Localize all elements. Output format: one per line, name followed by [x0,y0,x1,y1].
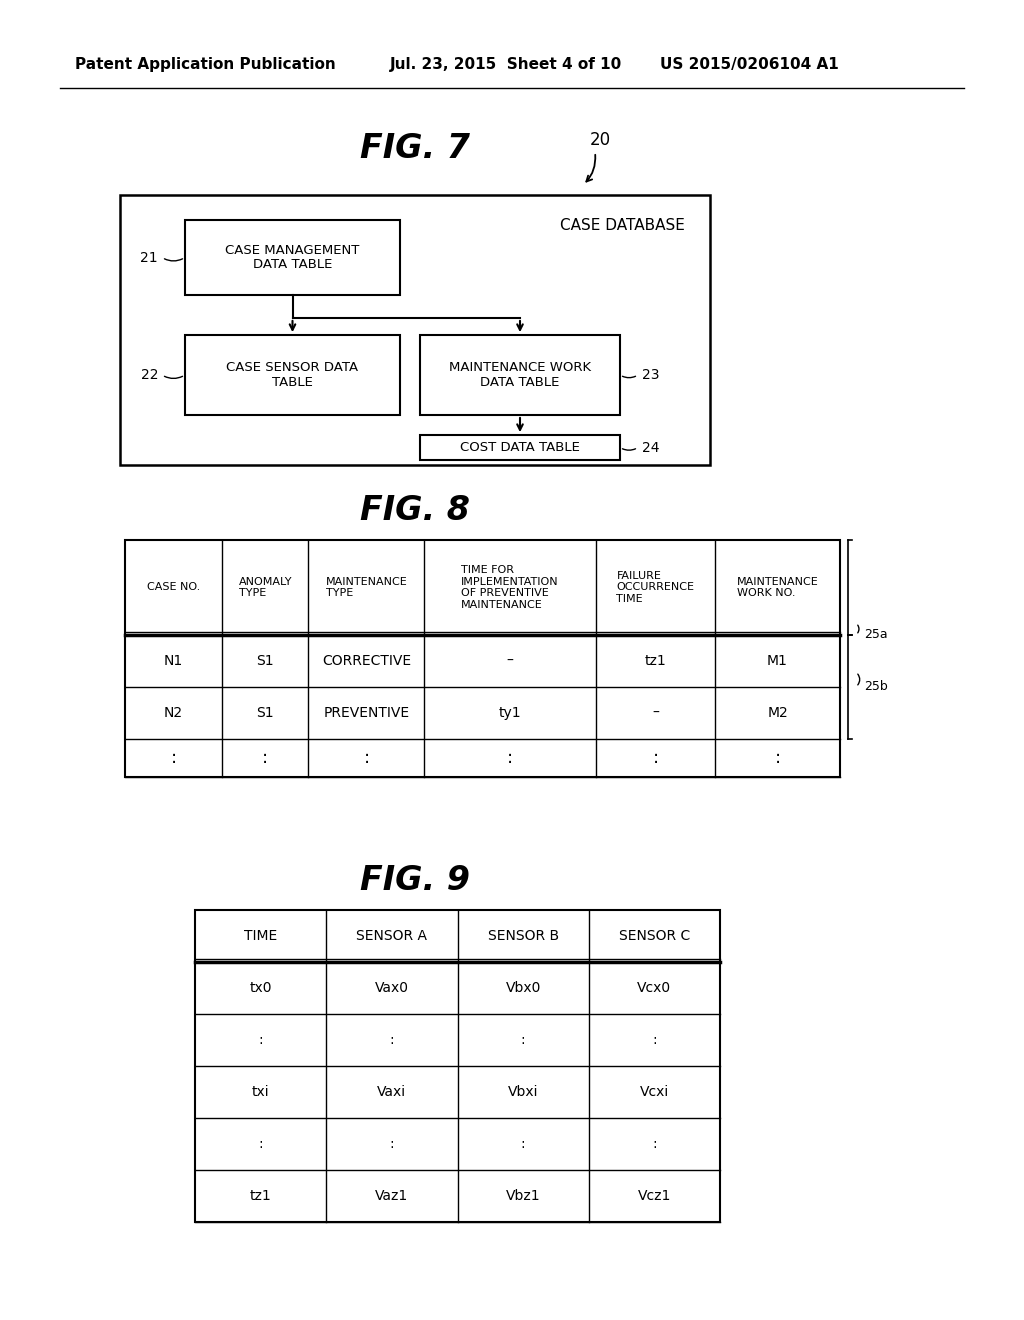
Text: SENSOR C: SENSOR C [618,929,690,942]
Text: SENSOR B: SENSOR B [487,929,559,942]
Text: Vaz1: Vaz1 [375,1189,409,1203]
Text: Vcxi: Vcxi [640,1085,669,1100]
Text: M2: M2 [767,706,787,719]
Text: –: – [652,706,658,719]
Text: :: : [507,748,513,767]
Text: :: : [652,748,658,767]
Text: MAINTENANCE
TYPE: MAINTENANCE TYPE [326,577,408,598]
Text: CASE DATABASE: CASE DATABASE [560,218,685,232]
Text: :: : [258,1137,263,1151]
Text: 25a: 25a [864,628,888,642]
Text: PREVENTIVE: PREVENTIVE [324,706,410,719]
Text: :: : [258,1034,263,1047]
Text: Vax0: Vax0 [375,981,409,995]
Bar [420,335,620,414]
Text: ANOMALY
TYPE: ANOMALY TYPE [239,577,292,598]
Text: S1: S1 [257,706,274,719]
Text: :: : [521,1137,525,1151]
Bar [185,220,400,294]
Text: :: : [262,748,268,767]
Text: 23: 23 [642,368,659,381]
Bar [120,195,710,465]
Text: tz1: tz1 [250,1189,271,1203]
Text: M1: M1 [767,653,788,668]
Text: :: : [521,1034,525,1047]
Text: Vbx0: Vbx0 [506,981,541,995]
Text: FAILURE
OCCURRENCE
TIME: FAILURE OCCURRENCE TIME [616,570,694,605]
Text: FIG. 7: FIG. 7 [360,132,470,165]
Text: 20: 20 [590,131,611,149]
Text: N1: N1 [164,653,183,668]
Text: :: : [389,1137,394,1151]
Text: S1: S1 [257,653,274,668]
Text: :: : [652,1137,656,1151]
Text: N2: N2 [164,706,183,719]
Text: COST DATA TABLE: COST DATA TABLE [460,441,580,454]
Text: –: – [507,653,514,668]
Text: Jul. 23, 2015  Sheet 4 of 10: Jul. 23, 2015 Sheet 4 of 10 [390,58,623,73]
Text: 24: 24 [642,441,659,454]
Text: txi: txi [252,1085,269,1100]
Text: Vbz1: Vbz1 [506,1189,541,1203]
Text: Vaxi: Vaxi [377,1085,407,1100]
Bar [195,909,720,1222]
Text: TIME: TIME [244,929,278,942]
Text: MAINTENANCE
WORK NO.: MAINTENANCE WORK NO. [736,577,818,598]
Text: MAINTENANCE WORK
DATA TABLE: MAINTENANCE WORK DATA TABLE [449,360,591,389]
Text: :: : [171,748,177,767]
Text: ty1: ty1 [499,706,521,719]
Text: 21: 21 [140,251,158,264]
Bar [420,436,620,459]
Text: Vcz1: Vcz1 [638,1189,671,1203]
Bar [185,335,400,414]
Text: FIG. 9: FIG. 9 [360,863,470,896]
Text: Vcx0: Vcx0 [637,981,672,995]
Text: :: : [389,1034,394,1047]
Text: :: : [652,1034,656,1047]
Text: CASE SENSOR DATA
TABLE: CASE SENSOR DATA TABLE [226,360,358,389]
Text: 25b: 25b [864,681,888,693]
Text: tx0: tx0 [250,981,272,995]
Text: CASE NO.: CASE NO. [147,582,201,593]
Text: TIME FOR
IMPLEMENTATION
OF PREVENTIVE
MAINTENANCE: TIME FOR IMPLEMENTATION OF PREVENTIVE MA… [462,565,559,610]
Text: Vbxi: Vbxi [508,1085,539,1100]
Text: tz1: tz1 [644,653,667,668]
Text: :: : [774,748,780,767]
Text: US 2015/0206104 A1: US 2015/0206104 A1 [660,58,839,73]
Text: SENSOR A: SENSOR A [356,929,427,942]
Text: CORRECTIVE: CORRECTIVE [322,653,411,668]
Text: FIG. 8: FIG. 8 [360,494,470,527]
Text: Patent Application Publication: Patent Application Publication [75,58,336,73]
Text: CASE MANAGEMENT
DATA TABLE: CASE MANAGEMENT DATA TABLE [225,243,359,272]
Text: :: : [364,748,370,767]
Bar [125,540,840,777]
Text: 22: 22 [140,368,158,381]
